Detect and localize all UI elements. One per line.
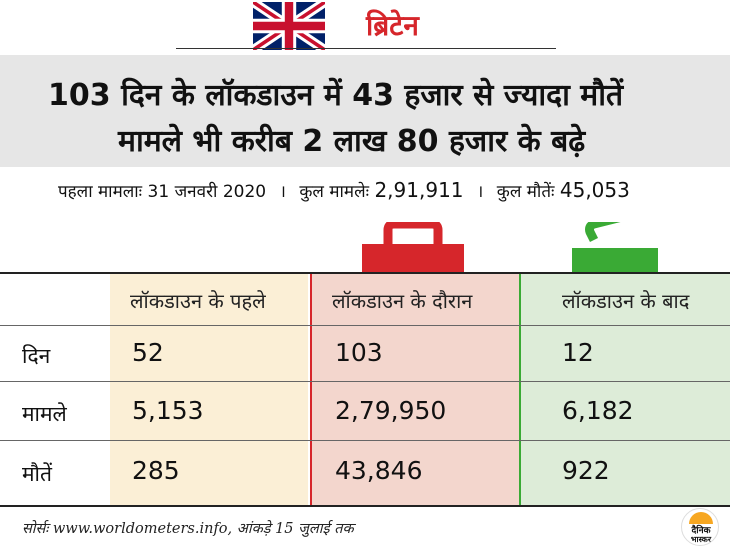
table-cell: 5,153 (132, 396, 204, 425)
header: ब्रिटेन (0, 0, 730, 52)
table-cell: 12 (562, 338, 594, 367)
headline-line-2: मामले भी करीब 2 लाख 80 हजार के बढ़े (118, 124, 586, 159)
headline-line-1: 103 दिन के लॉकडाउन में 43 हजार से ज्यादा… (48, 78, 624, 113)
table-cell: 2,79,950 (335, 396, 447, 425)
column-header-during: लॉकडाउन के दौरान (332, 289, 473, 313)
row-label-cases: मामले (22, 402, 67, 426)
table-cell: 103 (335, 338, 383, 367)
column-during-bg (310, 272, 519, 506)
first-case-value: 31 जनवरी 2020 (147, 182, 267, 202)
column-after-left-border (519, 272, 521, 506)
table-top-rule (0, 272, 730, 274)
uk-flag-icon (253, 2, 325, 50)
column-before-bg (110, 272, 308, 506)
country-name: ब्रिटेन (366, 9, 419, 42)
dainik-bhaskar-logo: दैनिक भास्कर (681, 508, 719, 546)
total-deaths-value: 45,053 (559, 178, 630, 202)
column-during-left-border (310, 272, 312, 506)
total-cases-label: कुल मामलेः (299, 182, 370, 202)
total-cases-value: 2,91,911 (374, 178, 464, 202)
summary-stats: पहला मामलाः 31 जनवरी 2020 । कुल मामलेः 2… (58, 178, 630, 202)
column-header-before: लॉकडाउन के पहले (130, 289, 266, 313)
column-after-bg (521, 272, 730, 506)
total-deaths-label: कुल मौतेंः (496, 182, 555, 202)
source-note: सोर्सः www.worldometers.info, आंकड़े 15 … (22, 521, 354, 537)
row-label-deaths: मौतें (22, 462, 52, 486)
table-cell: 43,846 (335, 456, 423, 485)
first-case-label: पहला मामलाः (58, 182, 143, 202)
table-cell: 52 (132, 338, 164, 367)
title-band: 103 दिन के लॉकडाउन में 43 हजार से ज्यादा… (0, 55, 730, 167)
column-header-after: लॉकडाउन के बाद (562, 289, 690, 313)
closed-lock-icon (362, 222, 464, 274)
logo-line-2: भास्कर (690, 535, 712, 544)
row-divider (0, 325, 730, 326)
table-cell: 6,182 (562, 396, 634, 425)
logo-line-1: दैनिक (691, 526, 711, 536)
header-divider (176, 48, 556, 49)
row-divider (0, 440, 730, 441)
table-cell: 285 (132, 456, 180, 485)
separator: । (279, 182, 286, 202)
sun-icon (689, 512, 713, 524)
row-divider (0, 381, 730, 382)
table-cell: 922 (562, 456, 610, 485)
row-label-days: दिन (22, 344, 51, 368)
table-bottom-rule (0, 505, 730, 507)
open-lock-icon (572, 222, 658, 274)
separator: । (476, 182, 484, 202)
